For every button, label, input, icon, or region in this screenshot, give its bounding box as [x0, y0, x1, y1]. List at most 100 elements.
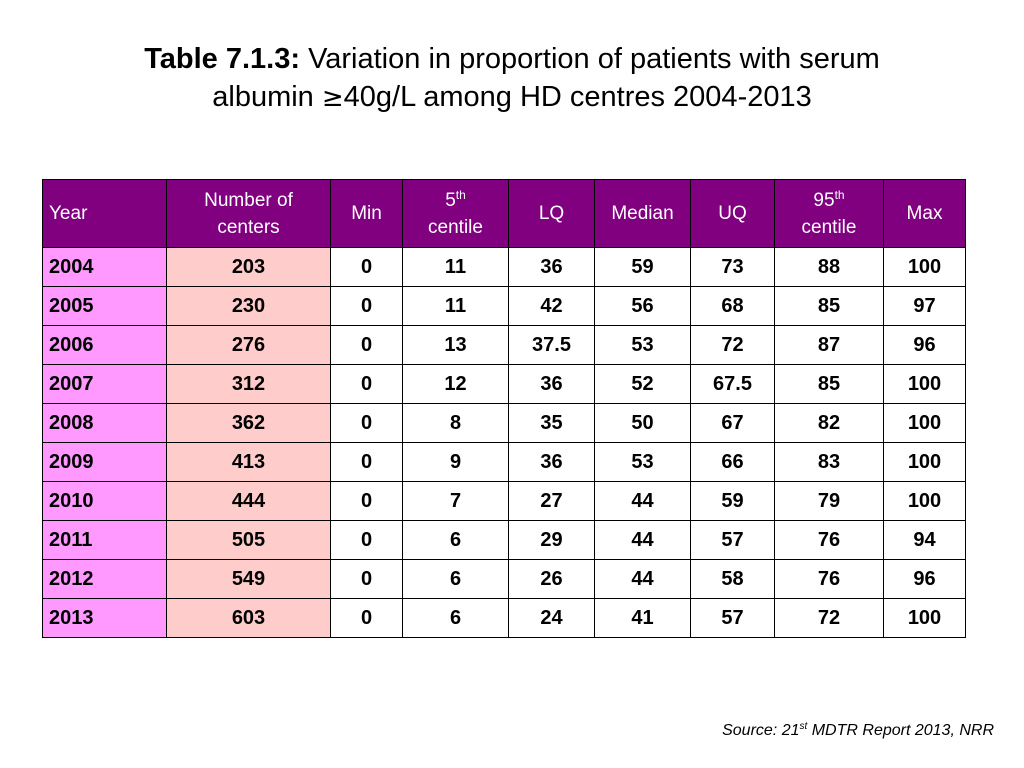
cell-centers: 505: [166, 520, 331, 560]
cell-median: 44: [594, 559, 691, 599]
cell-year: 2008: [42, 403, 167, 443]
source-note: Source: 21st MDTR Report 2013, NRR: [722, 722, 994, 740]
cell-min: 0: [330, 247, 403, 287]
cell-median: 44: [594, 481, 691, 521]
cell-lq: 37.5: [508, 325, 595, 365]
cell-min: 0: [330, 559, 403, 599]
cell-max: 96: [883, 325, 966, 365]
table-row: 2005 230 0 11 42 56 68 85 97: [42, 286, 966, 326]
title-text-line2-suffix: 40g/L among HD centres 2004-2013: [343, 81, 812, 113]
cell-lq: 29: [508, 520, 595, 560]
header-5th-centile: 5th centile: [402, 179, 509, 248]
cell-lq: 42: [508, 286, 595, 326]
cell-uq: 73: [690, 247, 775, 287]
cell-min: 0: [330, 598, 403, 638]
cell-p5: 11: [402, 286, 509, 326]
header-year: Year: [42, 179, 167, 248]
cell-lq: 26: [508, 559, 595, 599]
table-row: 2008 362 0 8 35 50 67 82 100: [42, 403, 966, 443]
cell-median: 59: [594, 247, 691, 287]
cell-p5: 11: [402, 247, 509, 287]
cell-lq: 27: [508, 481, 595, 521]
cell-year: 2004: [42, 247, 167, 287]
header-p5-num: 5: [445, 189, 456, 211]
table-row: 2011 505 0 6 29 44 57 76 94: [42, 520, 966, 560]
cell-p95: 79: [774, 481, 884, 521]
cell-median: 53: [594, 325, 691, 365]
cell-uq: 67: [690, 403, 775, 443]
geq-symbol: ≥: [321, 83, 344, 113]
cell-max: 100: [883, 247, 966, 287]
cell-min: 0: [330, 286, 403, 326]
cell-min: 0: [330, 520, 403, 560]
cell-p95: 85: [774, 286, 884, 326]
cell-lq: 24: [508, 598, 595, 638]
cell-year: 2010: [42, 481, 167, 521]
cell-year: 2013: [42, 598, 167, 638]
cell-p5: 9: [402, 442, 509, 482]
cell-year: 2006: [42, 325, 167, 365]
cell-p95: 83: [774, 442, 884, 482]
cell-year: 2009: [42, 442, 167, 482]
cell-lq: 36: [508, 247, 595, 287]
cell-p95: 72: [774, 598, 884, 638]
header-median: Median: [594, 179, 691, 248]
header-centers-line1: Number of: [204, 189, 293, 211]
cell-p5: 6: [402, 559, 509, 599]
cell-max: 94: [883, 520, 966, 560]
cell-lq: 36: [508, 442, 595, 482]
cell-centers: 230: [166, 286, 331, 326]
cell-centers: 444: [166, 481, 331, 521]
cell-lq: 36: [508, 364, 595, 404]
cell-p95: 76: [774, 559, 884, 599]
cell-centers: 362: [166, 403, 331, 443]
cell-lq: 35: [508, 403, 595, 443]
header-uq: UQ: [690, 179, 775, 248]
albumin-table: Year Number of centers Min 5th centile LQ …: [42, 179, 966, 638]
table-header-row: Year Number of centers Min 5th centile LQ …: [42, 179, 966, 248]
cell-p95: 76: [774, 520, 884, 560]
cell-uq: 67.5: [690, 364, 775, 404]
cell-max: 100: [883, 598, 966, 638]
cell-uq: 58: [690, 559, 775, 599]
cell-median: 53: [594, 442, 691, 482]
cell-uq: 68: [690, 286, 775, 326]
cell-year: 2007: [42, 364, 167, 404]
title-text-line2-prefix: albumin: [212, 81, 322, 113]
header-p5-word: centile: [428, 216, 483, 238]
table-row: 2013 603 0 6 24 41 57 72 100: [42, 598, 966, 638]
cell-uq: 72: [690, 325, 775, 365]
cell-centers: 413: [166, 442, 331, 482]
page-title: Table 7.1.3: Variation in proportion of …: [40, 40, 984, 117]
header-centers-line2: centers: [217, 216, 280, 238]
source-prefix: Source: 21: [722, 722, 800, 739]
cell-centers: 312: [166, 364, 331, 404]
cell-p5: 13: [402, 325, 509, 365]
cell-year: 2005: [42, 286, 167, 326]
table-row: 2012 549 0 6 26 44 58 76 96: [42, 559, 966, 599]
cell-p5: 8: [402, 403, 509, 443]
table-row: 2010 444 0 7 27 44 59 79 100: [42, 481, 966, 521]
source-suffix: MDTR Report 2013, NRR: [807, 722, 994, 739]
cell-min: 0: [330, 442, 403, 482]
cell-max: 100: [883, 403, 966, 443]
table-row: 2009 413 0 9 36 53 66 83 100: [42, 442, 966, 482]
cell-p5: 7: [402, 481, 509, 521]
cell-median: 50: [594, 403, 691, 443]
cell-max: 97: [883, 286, 966, 326]
header-p95-num: 95: [813, 189, 835, 211]
cell-uq: 57: [690, 520, 775, 560]
cell-uq: 66: [690, 442, 775, 482]
cell-max: 100: [883, 481, 966, 521]
header-p5-sup: th: [455, 187, 466, 202]
cell-max: 100: [883, 442, 966, 482]
cell-median: 41: [594, 598, 691, 638]
cell-centers: 203: [166, 247, 331, 287]
cell-min: 0: [330, 481, 403, 521]
cell-max: 100: [883, 364, 966, 404]
source-sup: st: [799, 721, 808, 732]
table-row: 2007 312 0 12 36 52 67.5 85 100: [42, 364, 966, 404]
cell-p95: 85: [774, 364, 884, 404]
title-label: Table 7.1.3:: [144, 43, 301, 75]
cell-p95: 88: [774, 247, 884, 287]
